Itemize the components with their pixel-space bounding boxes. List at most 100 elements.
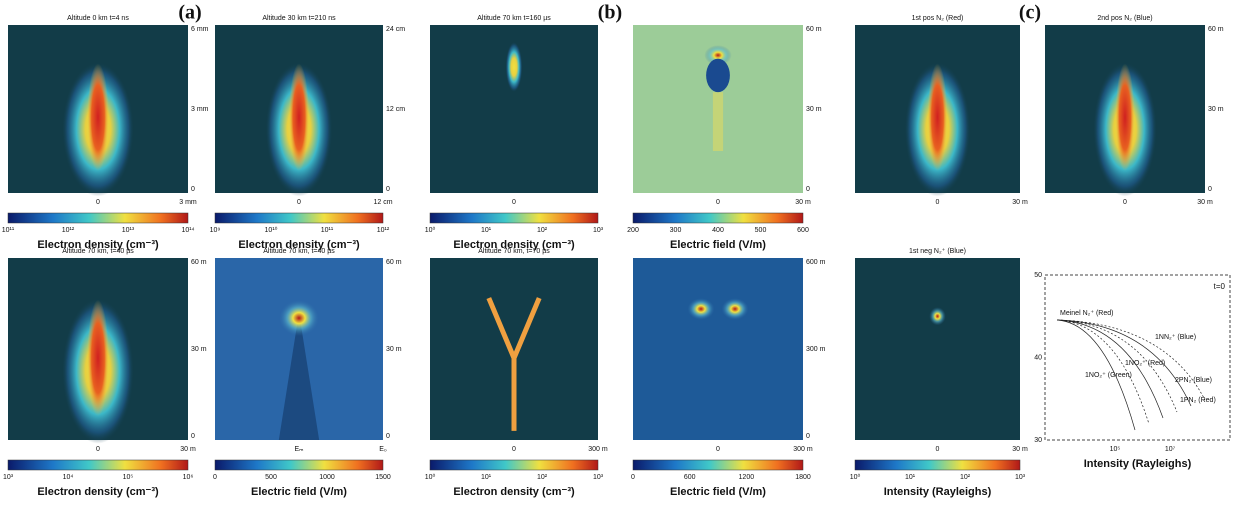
y-tick-label: 30 m bbox=[1208, 106, 1224, 113]
figure: (a) (b) (c) Altitude 0 km t=4 ns 6 mm 3 mm 0 0 3… bbox=[0, 0, 1258, 512]
colorbar-label: Electric field (V/m) bbox=[670, 486, 766, 498]
y-tick-label: 0 bbox=[191, 186, 195, 193]
panel-title: Altitude 30 km t=210 ns bbox=[262, 15, 336, 22]
y-tick-label: 0 bbox=[806, 433, 810, 440]
x-tick-label: 30 m bbox=[1012, 446, 1028, 453]
y-tick-label: 6 mm bbox=[191, 26, 209, 33]
colorbar bbox=[215, 213, 383, 223]
x-tick-label: 300 m bbox=[793, 446, 813, 453]
x-tick-label: 0 bbox=[936, 446, 940, 453]
colorbar bbox=[633, 460, 803, 470]
colorbar-tick: 10² bbox=[537, 474, 548, 481]
figure-label: (b) bbox=[598, 2, 622, 24]
panel bbox=[430, 258, 598, 440]
figure-label: (a) bbox=[178, 2, 201, 24]
x-axis-label: Intensity (Rayleighs) bbox=[1084, 458, 1192, 470]
glow bbox=[506, 42, 523, 92]
colorbar-tick: 10² bbox=[960, 474, 971, 481]
panel bbox=[633, 258, 803, 440]
panel-title: Altitude 70 km, t=70 µs bbox=[478, 248, 550, 255]
colorbar-tick: 10¹¹ bbox=[2, 227, 15, 234]
curve-label: 1NO₂⁺ (Green) bbox=[1085, 372, 1132, 379]
colorbar-tick: 10¹ bbox=[905, 474, 916, 481]
x-tick-label: 0 bbox=[512, 446, 516, 453]
y-tick-label: 50 bbox=[1034, 272, 1042, 279]
y-tick-label: 300 m bbox=[806, 346, 826, 353]
panel bbox=[430, 25, 598, 193]
curve-label: Meinel N₂⁺ (Red) bbox=[1060, 310, 1113, 317]
x-tick-label: 3 mm bbox=[179, 199, 197, 206]
panel-title: Altitude 70 km t=160 µs bbox=[477, 15, 551, 22]
arc bbox=[279, 300, 319, 336]
colorbar-tick: 500 bbox=[265, 474, 277, 481]
y-tick-label: 40 bbox=[1034, 354, 1042, 361]
panel bbox=[1045, 25, 1205, 196]
panel bbox=[855, 258, 1020, 440]
curve-label: 1NO₂⁺ (Red) bbox=[1125, 360, 1165, 367]
bg bbox=[855, 258, 1020, 440]
colorbar-tick: 10³ bbox=[1015, 474, 1026, 481]
x-tick-label: 0 bbox=[297, 199, 301, 206]
colorbar-tick: 10³ bbox=[3, 474, 14, 481]
y-tick-label: 60 m bbox=[806, 26, 822, 33]
y-tick-label: 12 cm bbox=[386, 106, 405, 113]
x-tick-label: 30 m bbox=[180, 446, 196, 453]
colorbar-tick: 10² bbox=[537, 227, 548, 234]
x-tick-label: 0 bbox=[1123, 199, 1127, 206]
y-tick-label: 600 m bbox=[806, 259, 826, 266]
x-tick-label: 10⁷ bbox=[1165, 446, 1176, 453]
colorbar-tick: 10¹³ bbox=[122, 227, 135, 234]
trail bbox=[713, 92, 723, 151]
colorbar-tick: 200 bbox=[627, 227, 639, 234]
colorbar-tick: 10⁹ bbox=[210, 227, 221, 234]
glow bbox=[929, 307, 946, 325]
y-tick-label: 30 m bbox=[191, 346, 207, 353]
x-tick-label: 10⁵ bbox=[1110, 446, 1121, 453]
colorbar-tick: 1200 bbox=[739, 474, 755, 481]
x-tick-label: 0 bbox=[96, 446, 100, 453]
arc bbox=[721, 298, 748, 320]
colorbar-tick: 10⁴ bbox=[63, 474, 74, 481]
panel-title: 1st neg N₂⁺ (Blue) bbox=[909, 248, 966, 255]
y-tick-label: 60 m bbox=[386, 259, 402, 266]
curve-label: 1PN₂ (Red) bbox=[1180, 397, 1216, 404]
x-tick-label: 0 bbox=[936, 199, 940, 206]
colorbar-tick: 500 bbox=[755, 227, 767, 234]
y-tick-label: 0 bbox=[806, 186, 810, 193]
colorbar-label: Electron density (cm⁻³) bbox=[453, 486, 575, 498]
panel-title: Altitude 0 km t=4 ns bbox=[67, 15, 129, 22]
colorbar-tick: 10³ bbox=[593, 474, 604, 481]
panel-title: 1st pos N₂ (Red) bbox=[912, 15, 964, 22]
colorbar bbox=[8, 213, 188, 223]
colorbar-tick: 10⁰ bbox=[850, 473, 861, 481]
panel-title: 2nd pos N₂ (Blue) bbox=[1097, 15, 1152, 22]
y-tick-label: 0 bbox=[386, 433, 390, 440]
colorbar bbox=[8, 460, 188, 470]
page: (a) (b) (c) Altitude 0 km t=4 ns 6 mm 3 mm 0 0 3… bbox=[0, 0, 1258, 512]
core bbox=[928, 64, 948, 172]
colorbar-tick: 10¹ bbox=[481, 474, 492, 481]
x-tick-label: 300 m bbox=[588, 446, 608, 453]
figure-label: (c) bbox=[1019, 2, 1041, 24]
panel bbox=[8, 25, 188, 196]
y-tick-label: 60 m bbox=[191, 259, 207, 266]
x-tick-label: 0 bbox=[716, 446, 720, 453]
colorbar-tick: 300 bbox=[670, 227, 682, 234]
panel bbox=[215, 25, 383, 196]
x-tick-label: 0 bbox=[716, 199, 720, 206]
colorbar-tick: 10¹⁰ bbox=[265, 226, 278, 234]
colorbar bbox=[855, 460, 1020, 470]
panel bbox=[215, 258, 383, 440]
colorbar-label: Electric field (V/m) bbox=[251, 486, 347, 498]
y-tick-label: 30 bbox=[1034, 437, 1042, 444]
colorbar-tick: 10¹⁴ bbox=[181, 227, 194, 234]
colorbar-tick: 10⁵ bbox=[123, 474, 134, 481]
colorbar-tick: 600 bbox=[797, 227, 809, 234]
panel bbox=[8, 258, 188, 444]
y-tick-label: 24 cm bbox=[386, 26, 405, 33]
x-tick-label: 0 bbox=[96, 199, 100, 206]
colorbar bbox=[430, 460, 598, 470]
core bbox=[87, 64, 109, 172]
curve bbox=[1057, 320, 1163, 418]
colorbar-tick: 10⁰ bbox=[425, 473, 436, 481]
